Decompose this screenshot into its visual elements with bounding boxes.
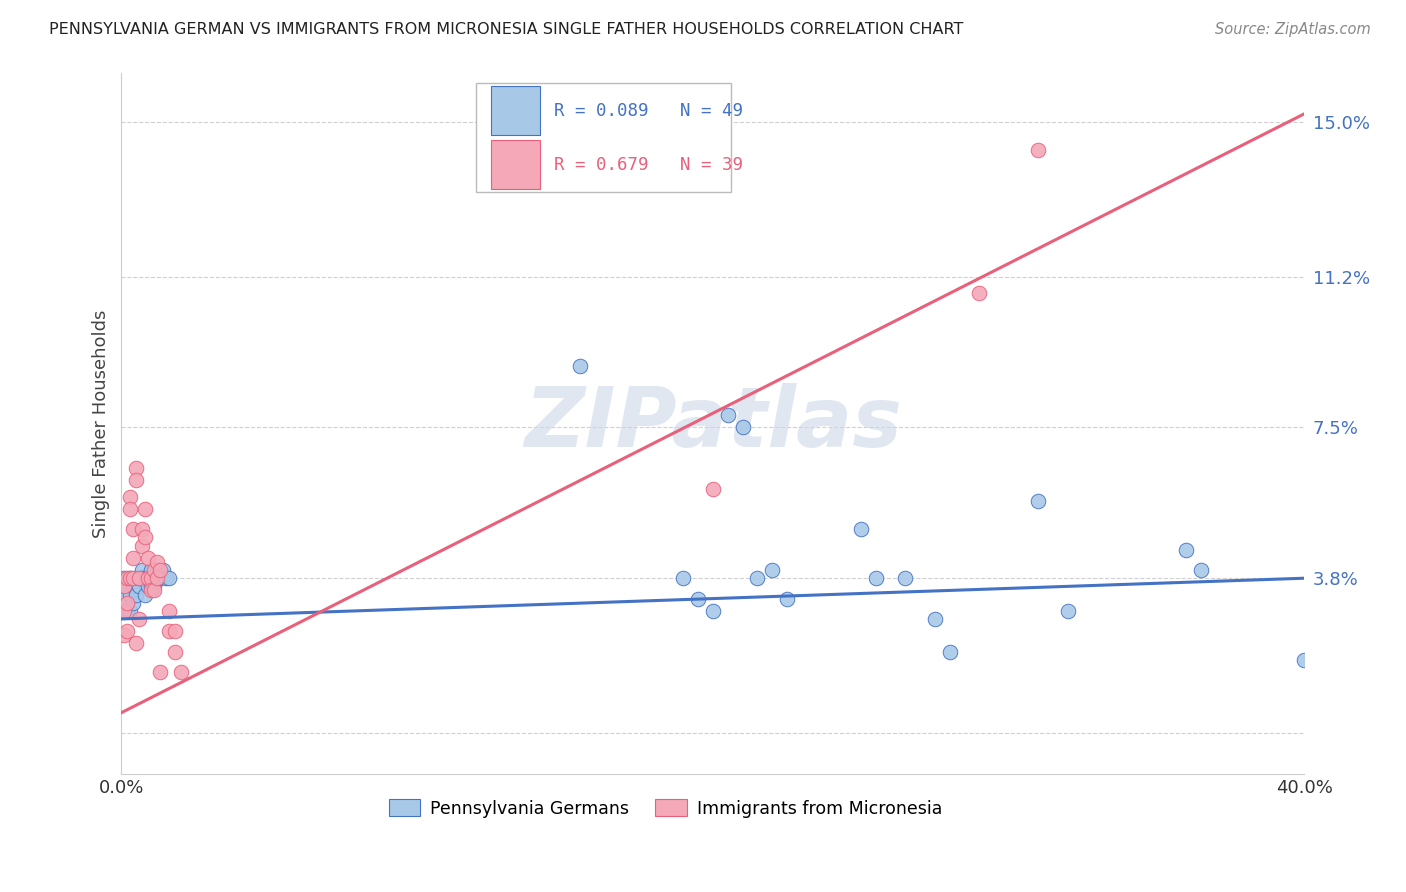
Point (924, 612, 946, 626)
Point (120, 587, 142, 601)
Point (120, 571, 142, 585)
Point (134, 587, 156, 601)
Point (117, 596, 139, 610)
Point (120, 571, 142, 585)
Point (717, 409, 740, 423)
Point (143, 579, 166, 593)
Point (131, 539, 153, 553)
Point (125, 587, 148, 601)
Point (163, 624, 186, 639)
Point (143, 571, 166, 585)
Point (120, 502, 142, 516)
Point (1175, 542, 1198, 557)
Point (117, 571, 139, 585)
Point (125, 474, 148, 488)
Point (131, 563, 153, 577)
Point (128, 571, 150, 585)
Point (112, 628, 135, 642)
Point (146, 571, 169, 585)
Point (702, 482, 724, 496)
Point (139, 571, 162, 585)
Point (125, 571, 148, 585)
Point (163, 644, 186, 658)
Bar (491, 87, 540, 136)
Point (117, 579, 139, 593)
Point (136, 571, 159, 585)
Point (149, 563, 172, 577)
Point (131, 522, 153, 536)
Point (747, 571, 769, 585)
Y-axis label: Single Father Households: Single Father Households (93, 310, 110, 538)
Point (143, 583, 166, 598)
Point (688, 591, 710, 606)
Bar (491, 140, 540, 189)
Text: Source: ZipAtlas.com: Source: ZipAtlas.com (1215, 22, 1371, 37)
Point (112, 591, 135, 606)
Text: R = 0.089   N = 49: R = 0.089 N = 49 (554, 102, 744, 120)
Point (120, 604, 142, 618)
Point (134, 502, 156, 516)
Point (1026, 493, 1049, 508)
Point (122, 522, 145, 536)
Point (1294, 653, 1316, 667)
Point (131, 571, 153, 585)
Text: ZIPatlas: ZIPatlas (524, 383, 901, 464)
Point (128, 579, 150, 593)
Point (117, 604, 139, 618)
Point (112, 571, 135, 585)
Point (155, 571, 177, 585)
Point (1056, 604, 1078, 618)
Point (143, 563, 166, 577)
Point (149, 665, 172, 679)
Point (139, 563, 162, 577)
Point (120, 490, 142, 504)
Point (128, 612, 150, 626)
Point (125, 636, 148, 650)
Point (122, 596, 145, 610)
Point (938, 644, 960, 658)
Point (125, 461, 148, 475)
Text: PENNSYLVANIA GERMAN VS IMMIGRANTS FROM MICRONESIA SINGLE FATHER HOUSEHOLDS CORRE: PENNSYLVANIA GERMAN VS IMMIGRANTS FROM M… (49, 22, 963, 37)
Point (157, 604, 180, 618)
Legend: Pennsylvania Germans, Immigrants from Micronesia: Pennsylvania Germans, Immigrants from Mi… (382, 792, 949, 825)
Point (112, 579, 135, 593)
Point (157, 571, 180, 585)
Point (731, 420, 754, 434)
FancyBboxPatch shape (477, 84, 731, 192)
Point (702, 604, 724, 618)
Point (672, 571, 695, 585)
Point (134, 531, 156, 545)
Point (128, 571, 150, 585)
Point (152, 563, 174, 577)
Point (117, 624, 139, 639)
Point (125, 571, 148, 585)
Point (146, 563, 169, 577)
Point (146, 555, 169, 569)
Point (122, 579, 145, 593)
Point (169, 665, 191, 679)
Point (967, 285, 990, 300)
Point (136, 571, 159, 585)
Point (849, 522, 872, 536)
Point (139, 579, 162, 593)
Point (136, 579, 159, 593)
Point (865, 571, 887, 585)
Point (112, 604, 135, 618)
Point (122, 550, 145, 565)
Point (894, 571, 917, 585)
Text: R = 0.679   N = 39: R = 0.679 N = 39 (554, 156, 744, 174)
Point (761, 563, 783, 577)
Point (776, 591, 799, 606)
Point (149, 571, 172, 585)
Point (1189, 563, 1212, 577)
Point (134, 571, 156, 585)
Point (146, 571, 169, 585)
Point (157, 624, 180, 639)
Point (122, 571, 145, 585)
Point (1026, 144, 1049, 158)
Point (568, 359, 591, 374)
Point (139, 583, 162, 598)
Point (136, 550, 159, 565)
